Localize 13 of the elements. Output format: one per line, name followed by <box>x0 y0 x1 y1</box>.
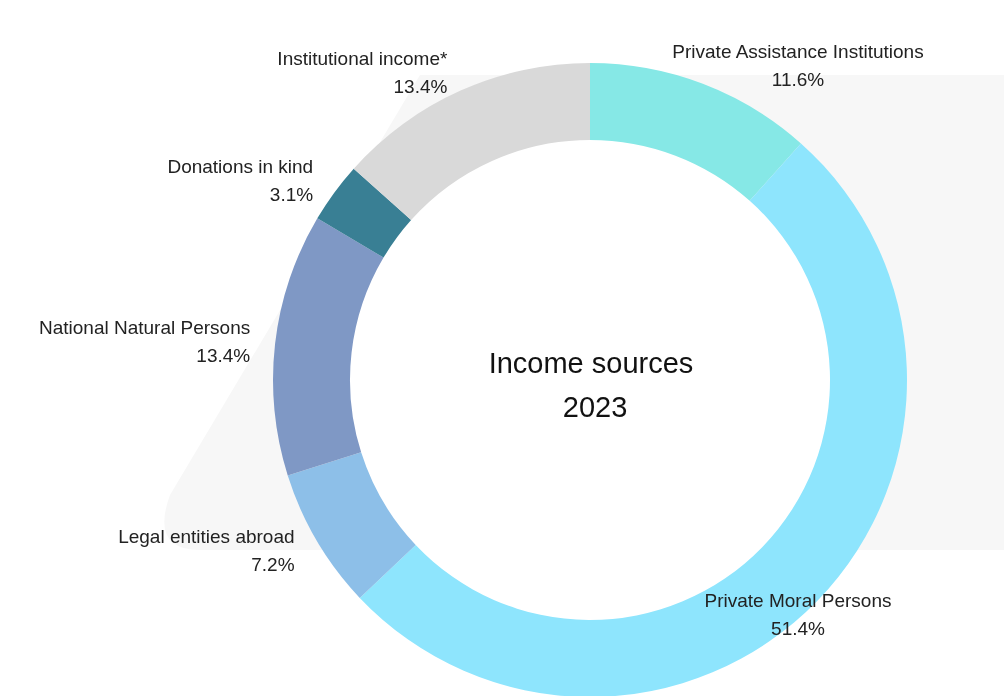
slice-label: Donations in kind <box>167 156 314 178</box>
data-label: 7.2% <box>251 554 295 576</box>
slice-label: Private Moral Persons <box>704 590 892 612</box>
slice-label: Private Assistance Institutions <box>672 40 924 62</box>
data-label: 13.4% <box>393 75 448 97</box>
slice-label: Institutional income* <box>277 47 449 69</box>
data-label: 51.4% <box>771 618 826 640</box>
slice-label: Legal entities abroad <box>118 526 295 548</box>
data-label: 3.1% <box>269 184 314 206</box>
slice-label: National Natural Persons <box>38 316 251 338</box>
data-label: 13.4% <box>196 344 251 366</box>
text: Income sources 2023 <box>488 347 702 423</box>
data-label: 11.6% <box>771 68 825 90</box>
